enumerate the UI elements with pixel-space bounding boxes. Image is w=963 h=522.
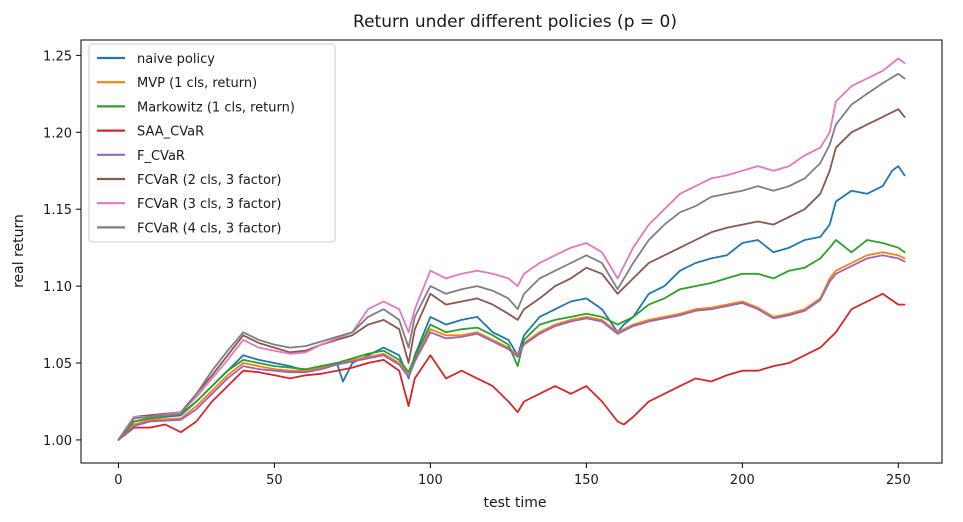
legend-entry-label: F_CVaR xyxy=(137,149,185,164)
legend-entry-label: FCVaR (3 cls, 3 factor) xyxy=(137,197,281,212)
series-line-6 xyxy=(117,108,906,441)
y-axis: 1.00 1.05 1.10 1.15 1.20 1.25 xyxy=(43,49,81,449)
plot-frame xyxy=(80,39,943,464)
y-tick-label: 1.00 xyxy=(43,434,72,449)
legend-items: naive policy MVP (1 cls, return) Markowitz… xyxy=(97,52,295,236)
y-tick-label: 1.15 xyxy=(43,203,72,218)
legend-entry-label: MVP (1 cls, return) xyxy=(137,76,257,91)
x-tick-label: 100 xyxy=(418,473,443,488)
legend-entry-label: Markowitz (1 cls, return) xyxy=(137,100,295,115)
y-tick-label: 1.20 xyxy=(43,126,72,141)
legend-entry-label: FCVaR (2 cls, 3 factor) xyxy=(137,173,281,188)
x-tick-label: 0 xyxy=(114,473,122,488)
legend-box xyxy=(88,43,336,243)
x-tick-label: 200 xyxy=(730,473,755,488)
y-axis-label: real return xyxy=(11,214,27,288)
x-tick-label: 250 xyxy=(886,473,911,488)
legend-entry-label: naive policy xyxy=(137,52,215,67)
series-line-7 xyxy=(117,57,906,441)
legend-entry-label: SAA_CVaR xyxy=(137,125,204,140)
x-tick-label: 50 xyxy=(266,473,283,488)
legend: naive policy MVP (1 cls, return) Markowitz… xyxy=(88,43,336,243)
series-line-4 xyxy=(117,292,906,441)
series-line-8 xyxy=(117,72,906,441)
series-line-1 xyxy=(117,165,906,441)
series-layer xyxy=(117,57,906,441)
x-axis-label: test time xyxy=(484,495,547,511)
series-line-3 xyxy=(117,239,906,441)
y-tick-label: 1.25 xyxy=(43,49,72,64)
x-tick-label: 150 xyxy=(574,473,599,488)
chart-title: Return under different policies (p = 0) xyxy=(353,12,677,32)
y-tick-label: 1.05 xyxy=(43,357,72,372)
x-axis: 0 50 100 150 200 250 xyxy=(114,463,911,488)
plot-area: 0 50 100 150 200 250 1.00 1.05 1.10 1.15 1.20 1.25 xyxy=(43,39,943,488)
legend-entry-label: FCVaR (4 cls, 3 factor) xyxy=(137,221,281,236)
y-tick-label: 1.10 xyxy=(43,280,72,295)
series-line-5 xyxy=(117,254,906,441)
